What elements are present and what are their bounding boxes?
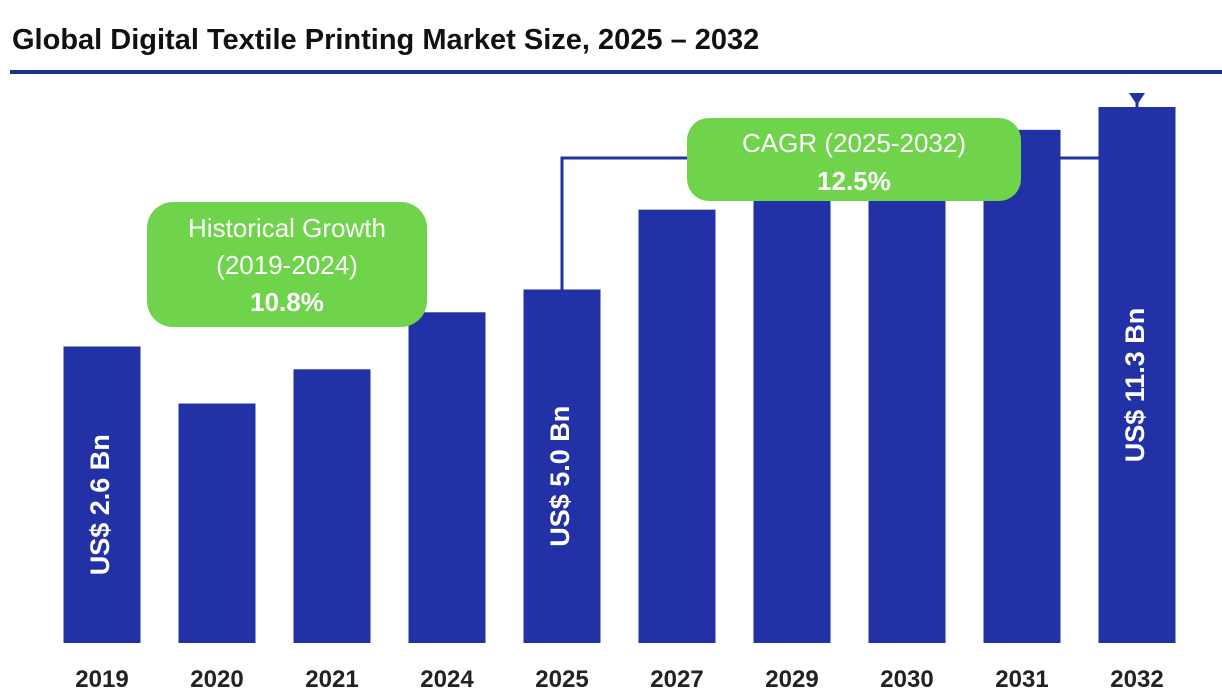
bar-2021 xyxy=(293,369,371,643)
x-tick-label-2024: 2024 xyxy=(420,666,474,693)
x-axis-tick-labels: 2019 2020 2021 2024 2025 2027 2029 2030 2031 2032 xyxy=(75,666,1163,693)
bar-2029 xyxy=(753,186,831,643)
cagr-callout: CAGR (2025-2032) 12.5% xyxy=(687,118,1021,201)
x-tick-label-2027: 2027 xyxy=(650,666,703,693)
bar-value-label-2019: US$ 2.6 Bn xyxy=(85,434,115,575)
bar-2025 xyxy=(523,289,601,643)
cagr-arrow-icon xyxy=(1129,93,1145,106)
x-tick-label-2031: 2031 xyxy=(995,666,1048,693)
bar-value-labels: US$ 2.6 Bn US$ 5.0 Bn US$ 11.3 Bn xyxy=(85,308,1150,576)
x-tick-label-2021: 2021 xyxy=(305,666,358,693)
bar-2024 xyxy=(408,312,486,643)
bar-2027 xyxy=(638,209,716,643)
bar-2030 xyxy=(868,152,946,643)
x-tick-label-2032: 2032 xyxy=(1110,666,1163,693)
bar-value-label-2032: US$ 11.3 Bn xyxy=(1120,308,1150,463)
x-tick-label-2029: 2029 xyxy=(765,666,818,693)
historical-growth-box xyxy=(147,202,427,327)
bar-2019 xyxy=(63,346,141,643)
bar-2031 xyxy=(983,129,1061,644)
bar-2020 xyxy=(178,403,256,643)
x-tick-label-2019: 2019 xyxy=(75,666,128,693)
cagr-value: 12.5% xyxy=(817,166,891,196)
bars-group xyxy=(63,107,1176,644)
bar-2032 xyxy=(1098,107,1176,644)
x-tick-label-2030: 2030 xyxy=(880,666,933,693)
x-tick-label-2020: 2020 xyxy=(190,666,243,693)
x-tick-label-2025: 2025 xyxy=(535,666,588,693)
cagr-title: CAGR (2025-2032) xyxy=(742,128,966,158)
historical-growth-title: Historical Growth xyxy=(188,213,386,243)
cagr-box xyxy=(687,118,1021,201)
title-divider xyxy=(10,70,1222,74)
historical-growth-callout: Historical Growth (2019-2024) 10.8% xyxy=(147,202,427,327)
historical-growth-value: 10.8% xyxy=(250,287,324,317)
historical-growth-period: (2019-2024) xyxy=(216,250,358,280)
chart-title: Global Digital Textile Printing Market S… xyxy=(12,24,760,56)
bar-value-label-2025: US$ 5.0 Bn xyxy=(545,406,575,547)
